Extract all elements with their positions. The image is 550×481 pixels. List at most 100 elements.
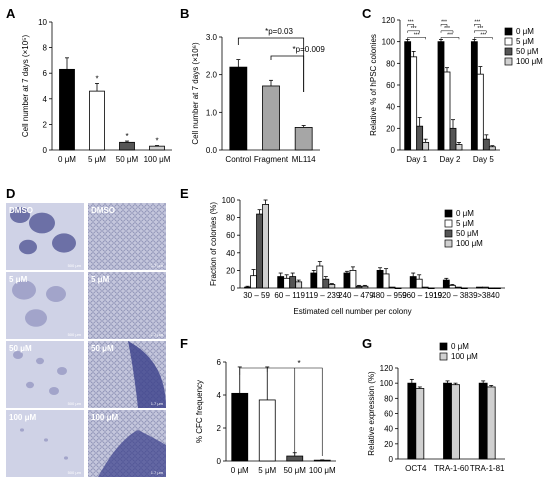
x-tick-label: 119 – 239 (305, 291, 341, 300)
chart-g: 0 20 40 60 80 100 120 Relative expression (%) OC… (367, 342, 505, 473)
bar (443, 382, 452, 460)
legend-swatch (444, 229, 453, 238)
y-tick-label: 60 (226, 231, 235, 240)
legend-label: 50 μM (456, 229, 479, 238)
y-tick-label: 100 (380, 379, 394, 388)
significance-bracket (407, 24, 414, 27)
x-tick-label: 50 μM (116, 155, 139, 164)
bar (488, 146, 496, 151)
bar (231, 392, 249, 462)
bar (421, 286, 429, 289)
micrograph-grid: DMSO 500 μm DMSO 1.7 μm 5 μM 500 μm 5 μM 1.7 μm… (6, 203, 166, 477)
micrograph-high-mag (88, 203, 166, 270)
bar (454, 286, 462, 289)
y-axis-title: Cell number at 7 days (×10⁵) (21, 35, 30, 138)
significance-bracket (239, 367, 323, 456)
legend-swatch (504, 57, 513, 66)
colony (64, 456, 68, 460)
chart-c: 0 20 40 60 80 100 120 Relative % of hPSC coloni… (369, 16, 543, 164)
bar (283, 277, 291, 289)
bar (294, 127, 313, 151)
significance-mark: *** (414, 32, 420, 38)
legend-label: 100 μM (451, 352, 478, 361)
bar (470, 41, 478, 151)
colony (44, 438, 48, 442)
bar (409, 276, 417, 289)
significance-bracket (440, 24, 448, 27)
significance-bracket (440, 30, 454, 33)
bar (262, 203, 269, 289)
bar (388, 286, 396, 289)
y-tick-label: 6 (43, 69, 48, 78)
bar (328, 284, 336, 289)
y-tick-label: 0 (217, 457, 222, 466)
legend-swatch (439, 342, 448, 351)
panel-label-a: A (6, 6, 16, 21)
significance-mark: * (125, 132, 128, 141)
legend-label: 0 μM (451, 342, 469, 351)
significance-mark: * (297, 359, 300, 368)
chart-a: 0 2 4 6 8 10 Cell number at 7 days (×10⁵) 0 μM 5… (21, 18, 172, 164)
bar (355, 285, 363, 289)
bar (482, 138, 490, 151)
bar (316, 265, 324, 289)
x-tick-label: 100 μM (309, 466, 336, 475)
bar (289, 276, 297, 289)
scale-bar-label: 1.7 μm (151, 332, 164, 337)
y-tick-label: 1.0 (206, 108, 218, 117)
chart-b: 0.0 1.0 2.0 3.0 Cell number at 7 days (×10⁶)… (191, 27, 325, 164)
panel-label-g: G (362, 336, 372, 351)
significance-bracket (474, 24, 481, 27)
y-tick-label: 3.0 (206, 33, 218, 42)
legend-label: 5 μM (516, 37, 534, 46)
x-tick-label: 60 – 119 (274, 291, 305, 300)
bar (89, 90, 105, 151)
significance-bracket (407, 30, 420, 33)
colony (36, 357, 44, 365)
scale-bar-label: 500 μm (68, 263, 82, 268)
y-axis-title: Relative % of hPSC colonies (369, 34, 378, 136)
x-tick-label: OCT4 (405, 464, 427, 473)
significance-mark: * (95, 74, 98, 83)
x-tick-label: 5 μM (88, 155, 106, 164)
x-tick-label: Day 5 (473, 155, 494, 164)
bar (442, 279, 450, 289)
scale-bar-label: 500 μm (68, 332, 82, 337)
x-tick-label: 30 – 59 (243, 291, 270, 300)
chart-f: 0 2 4 6 % CFC frequency 0 μM 5 μM 50 μM 100 μM * (195, 358, 336, 475)
p-value-annotation: *p=0.009 (293, 45, 326, 54)
y-tick-label: 8 (43, 44, 48, 53)
y-tick-label: 2 (217, 424, 222, 433)
bar (478, 382, 488, 460)
y-tick-label: 40 (386, 103, 395, 112)
chart-e: 0 20 40 60 80 100 Fraction of colonies (%) 30 –… (209, 196, 505, 316)
bar (427, 287, 435, 290)
condition-label: 50 μM (9, 344, 32, 353)
bar (322, 278, 330, 289)
colony (26, 381, 34, 389)
significance-bracket (270, 55, 305, 92)
bar (59, 68, 75, 151)
significance-bracket (440, 37, 460, 40)
x-tick-label: 0 μM (58, 155, 76, 164)
y-tick-label: 80 (226, 214, 235, 223)
y-tick-label: 0 (389, 455, 394, 464)
x-tick-label: ML114 (292, 155, 316, 164)
bar (451, 384, 460, 460)
significance-mark: *** (408, 19, 414, 25)
condition-label: 100 μM (9, 413, 36, 422)
x-tick-label: >3840 (477, 291, 500, 300)
y-tick-label: 40 (226, 249, 235, 258)
bar (394, 287, 402, 290)
x-tick-label: 50 μM (284, 466, 307, 475)
y-tick-label: 80 (384, 394, 393, 403)
bar (460, 287, 468, 290)
bar (349, 269, 357, 289)
y-tick-label: 2 (43, 120, 48, 129)
y-tick-label: 0 (231, 284, 236, 293)
significance-mark: *** (441, 19, 447, 25)
y-tick-label: 60 (386, 81, 395, 90)
condition-label: 5 μM (91, 275, 110, 284)
colony (19, 239, 37, 255)
